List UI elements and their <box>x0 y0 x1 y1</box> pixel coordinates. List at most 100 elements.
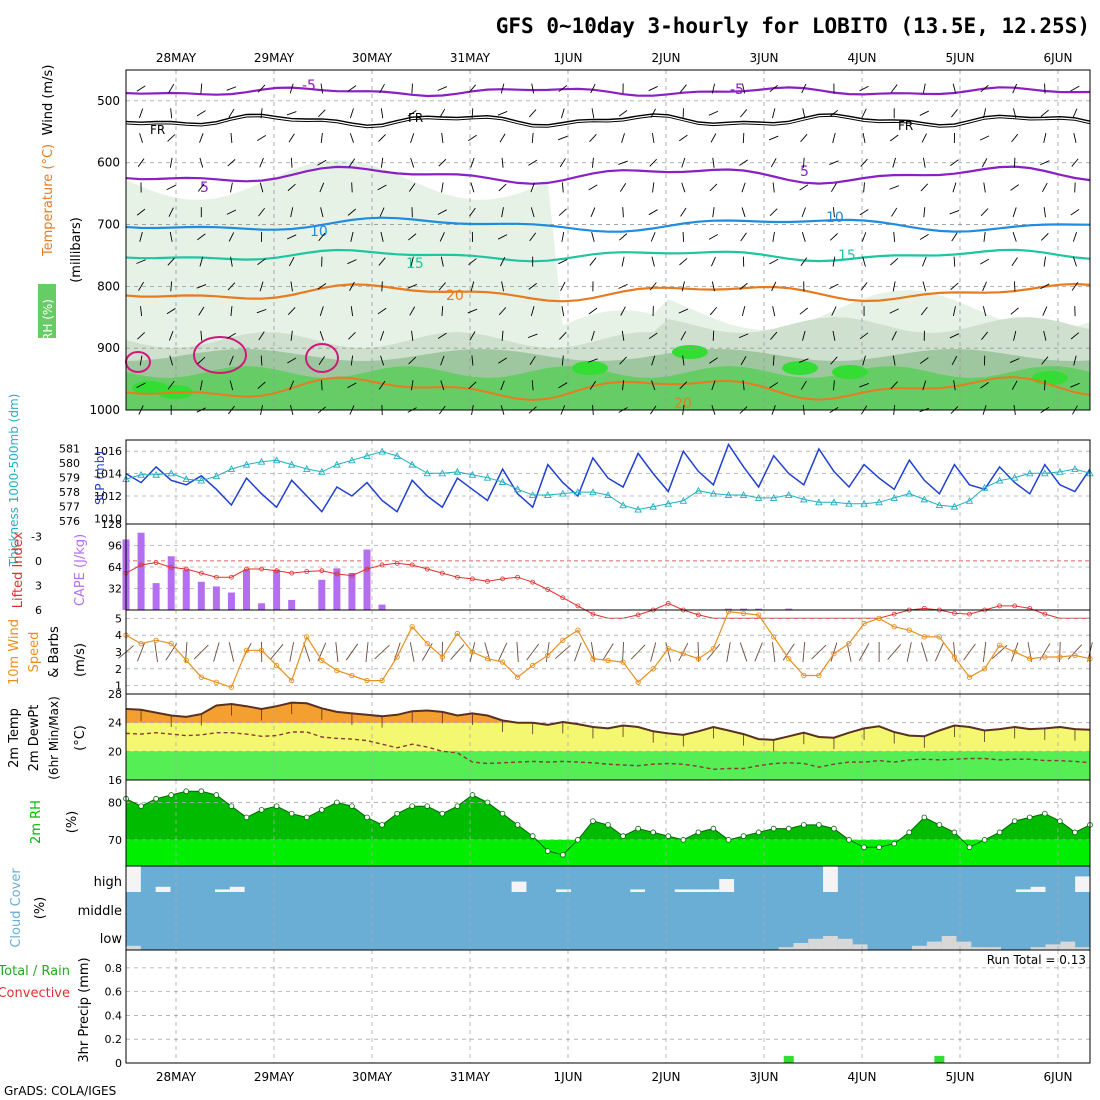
wind-barb <box>799 307 809 315</box>
wind10-barb <box>289 642 295 662</box>
contour-label: FR <box>150 123 165 137</box>
wind-barb <box>169 355 173 366</box>
cloud-level-label: middle <box>78 904 122 919</box>
wind-barb <box>711 83 716 94</box>
wind-barb <box>200 330 203 341</box>
cloud-low-bar <box>1075 947 1090 950</box>
wind-barb <box>320 207 324 218</box>
rh-point <box>951 829 958 836</box>
date-label-bottom: 3JUN <box>750 1070 779 1084</box>
cloud-high-bar <box>1015 889 1031 892</box>
contour-label: FR <box>898 119 913 133</box>
cape-bar <box>378 604 386 610</box>
ylabel-rh-units: (%) <box>65 811 80 834</box>
wind-barb <box>501 330 504 341</box>
rh-saturated-patch <box>572 361 608 375</box>
wind-barb <box>768 135 779 141</box>
thickness-point <box>287 460 296 468</box>
rh-point <box>801 822 807 828</box>
wind10-point <box>530 662 536 669</box>
wind-barb <box>801 83 807 94</box>
wind10-point <box>801 672 807 679</box>
wind-barb <box>530 306 535 317</box>
wind-barb <box>558 208 567 216</box>
ylabel-li: Lifted Index <box>11 531 26 608</box>
ytick-precip: 0.4 <box>105 1009 123 1022</box>
wind-barb <box>529 356 536 366</box>
wind-barb <box>199 380 203 391</box>
wind10-barb <box>497 642 508 662</box>
wind-barb <box>648 332 658 340</box>
wind10-point <box>816 672 822 679</box>
ytick-temp: 20 <box>108 745 122 758</box>
wind-barb <box>739 282 748 290</box>
wind-barb <box>680 331 687 341</box>
wind-barb <box>1074 182 1076 193</box>
wind-barb <box>589 134 597 142</box>
thickness-point <box>272 456 281 464</box>
wind10-point <box>560 637 566 643</box>
wind-barb <box>349 133 354 143</box>
wind10-point <box>499 659 506 665</box>
rh-point <box>831 825 837 832</box>
cape-bar <box>167 556 175 610</box>
wind-barb <box>920 306 928 316</box>
wind-barb <box>196 110 206 117</box>
wind-barb <box>890 381 898 390</box>
wind-barb <box>679 84 687 93</box>
date-label-bottom: 4JUN <box>848 1070 877 1084</box>
wind-barb <box>317 159 327 166</box>
wind10-barb <box>630 644 646 660</box>
wind-barb <box>229 380 234 391</box>
ytick-label: 1000 <box>89 403 120 417</box>
wind-barb <box>621 133 625 143</box>
wind-barb <box>470 182 475 193</box>
thickness-point <box>980 483 989 491</box>
wind-barb <box>230 306 233 317</box>
wind-barb <box>1011 380 1018 390</box>
wind10-point <box>650 666 656 672</box>
rh-point <box>379 822 385 828</box>
wind-barb <box>741 207 746 218</box>
wind10-point <box>876 615 882 622</box>
isotherm-20 <box>125 282 1091 303</box>
wind-barb <box>287 183 296 192</box>
wind-barb <box>138 108 144 119</box>
wind-barb <box>558 382 568 389</box>
wind-barb <box>378 134 386 142</box>
rh-point <box>1072 829 1078 836</box>
wind-barb <box>953 380 956 391</box>
wind-barb <box>742 132 745 144</box>
ytick-thickness: 579 <box>59 472 80 485</box>
thickness-point <box>875 498 883 506</box>
wind-barb <box>320 83 324 94</box>
wind10-barb <box>213 642 220 662</box>
li-point <box>183 566 189 572</box>
wind-barb <box>682 355 685 366</box>
cape-bar <box>273 569 281 610</box>
cloud-level-label: high <box>94 875 122 890</box>
wind10-barb <box>1059 641 1061 663</box>
wind-barb <box>379 83 385 94</box>
wind-barb <box>378 380 386 390</box>
wind-barb <box>678 308 689 314</box>
wind-barb <box>832 133 836 143</box>
wind-barb <box>893 231 896 242</box>
cloud-high-bar <box>214 889 230 892</box>
wind-barb <box>469 207 476 217</box>
wind-barb <box>168 330 174 341</box>
wind10-point <box>1012 649 1018 655</box>
thickness-point <box>528 491 537 498</box>
thickness-point <box>257 457 266 465</box>
cloud-low-bar <box>823 936 838 950</box>
wind-barb <box>1043 256 1046 267</box>
wind-barb <box>438 282 446 291</box>
wind-barb <box>561 355 564 366</box>
rh-point <box>936 822 943 828</box>
thickness-point <box>754 493 763 501</box>
rh-point <box>469 792 476 798</box>
wind-barb <box>471 355 474 366</box>
wind-barb <box>769 382 779 389</box>
wind10-barb <box>545 642 550 662</box>
rh-point <box>891 840 897 847</box>
